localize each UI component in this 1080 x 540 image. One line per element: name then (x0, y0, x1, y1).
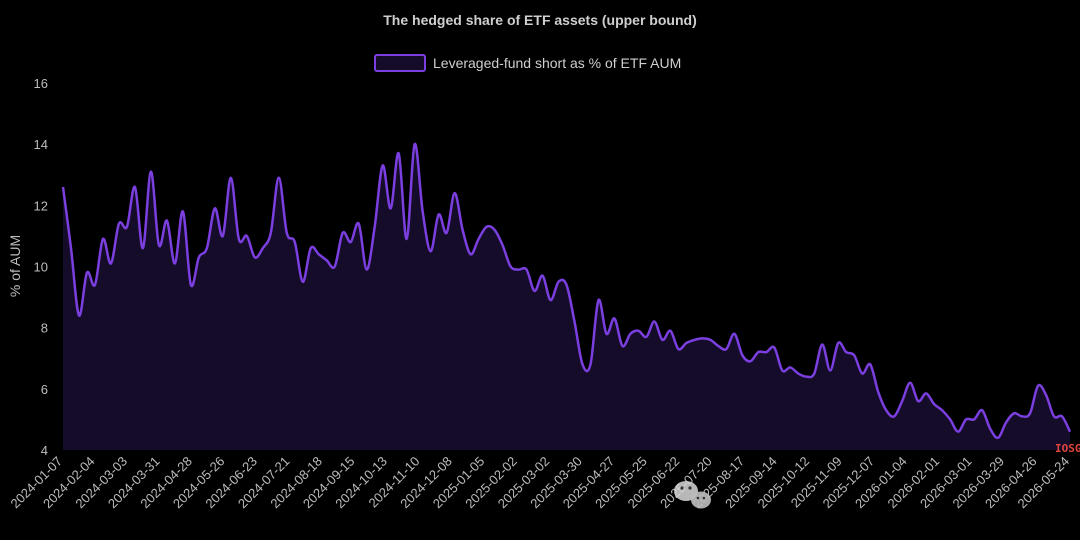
y-tick-label: 8 (41, 321, 48, 336)
watermark: IOSG (674, 442, 1080, 509)
y-axis-ticks: 4 6 8 10 12 14 16 (34, 76, 48, 458)
series-line[interactable] (61, 142, 1072, 440)
legend[interactable]: Leveraged-fund short as % of ETF AUM (374, 54, 681, 72)
y-tick-label: 6 (41, 382, 48, 397)
wechat-icon (674, 481, 711, 509)
y-tick-label: 12 (34, 198, 48, 213)
series-area-fill (63, 143, 1070, 450)
plot-area (61, 142, 1072, 450)
watermark-logo-text: IOSG (1055, 442, 1080, 455)
legend-swatch[interactable] (374, 54, 426, 72)
y-tick-label: 16 (34, 76, 48, 91)
y-tick-label: 10 (34, 260, 48, 275)
y-tick-label: 14 (34, 137, 48, 152)
y-tick-label: 4 (41, 443, 48, 458)
legend-label[interactable]: Leveraged-fund short as % of ETF AUM (433, 55, 681, 71)
y-axis-title: % of AUM (7, 235, 23, 297)
x-axis-ticks: 2024-01-072024-02-042024-03-032024-03-31… (7, 454, 1072, 512)
chart-title: The hedged share of ETF assets (upper bo… (383, 12, 696, 28)
